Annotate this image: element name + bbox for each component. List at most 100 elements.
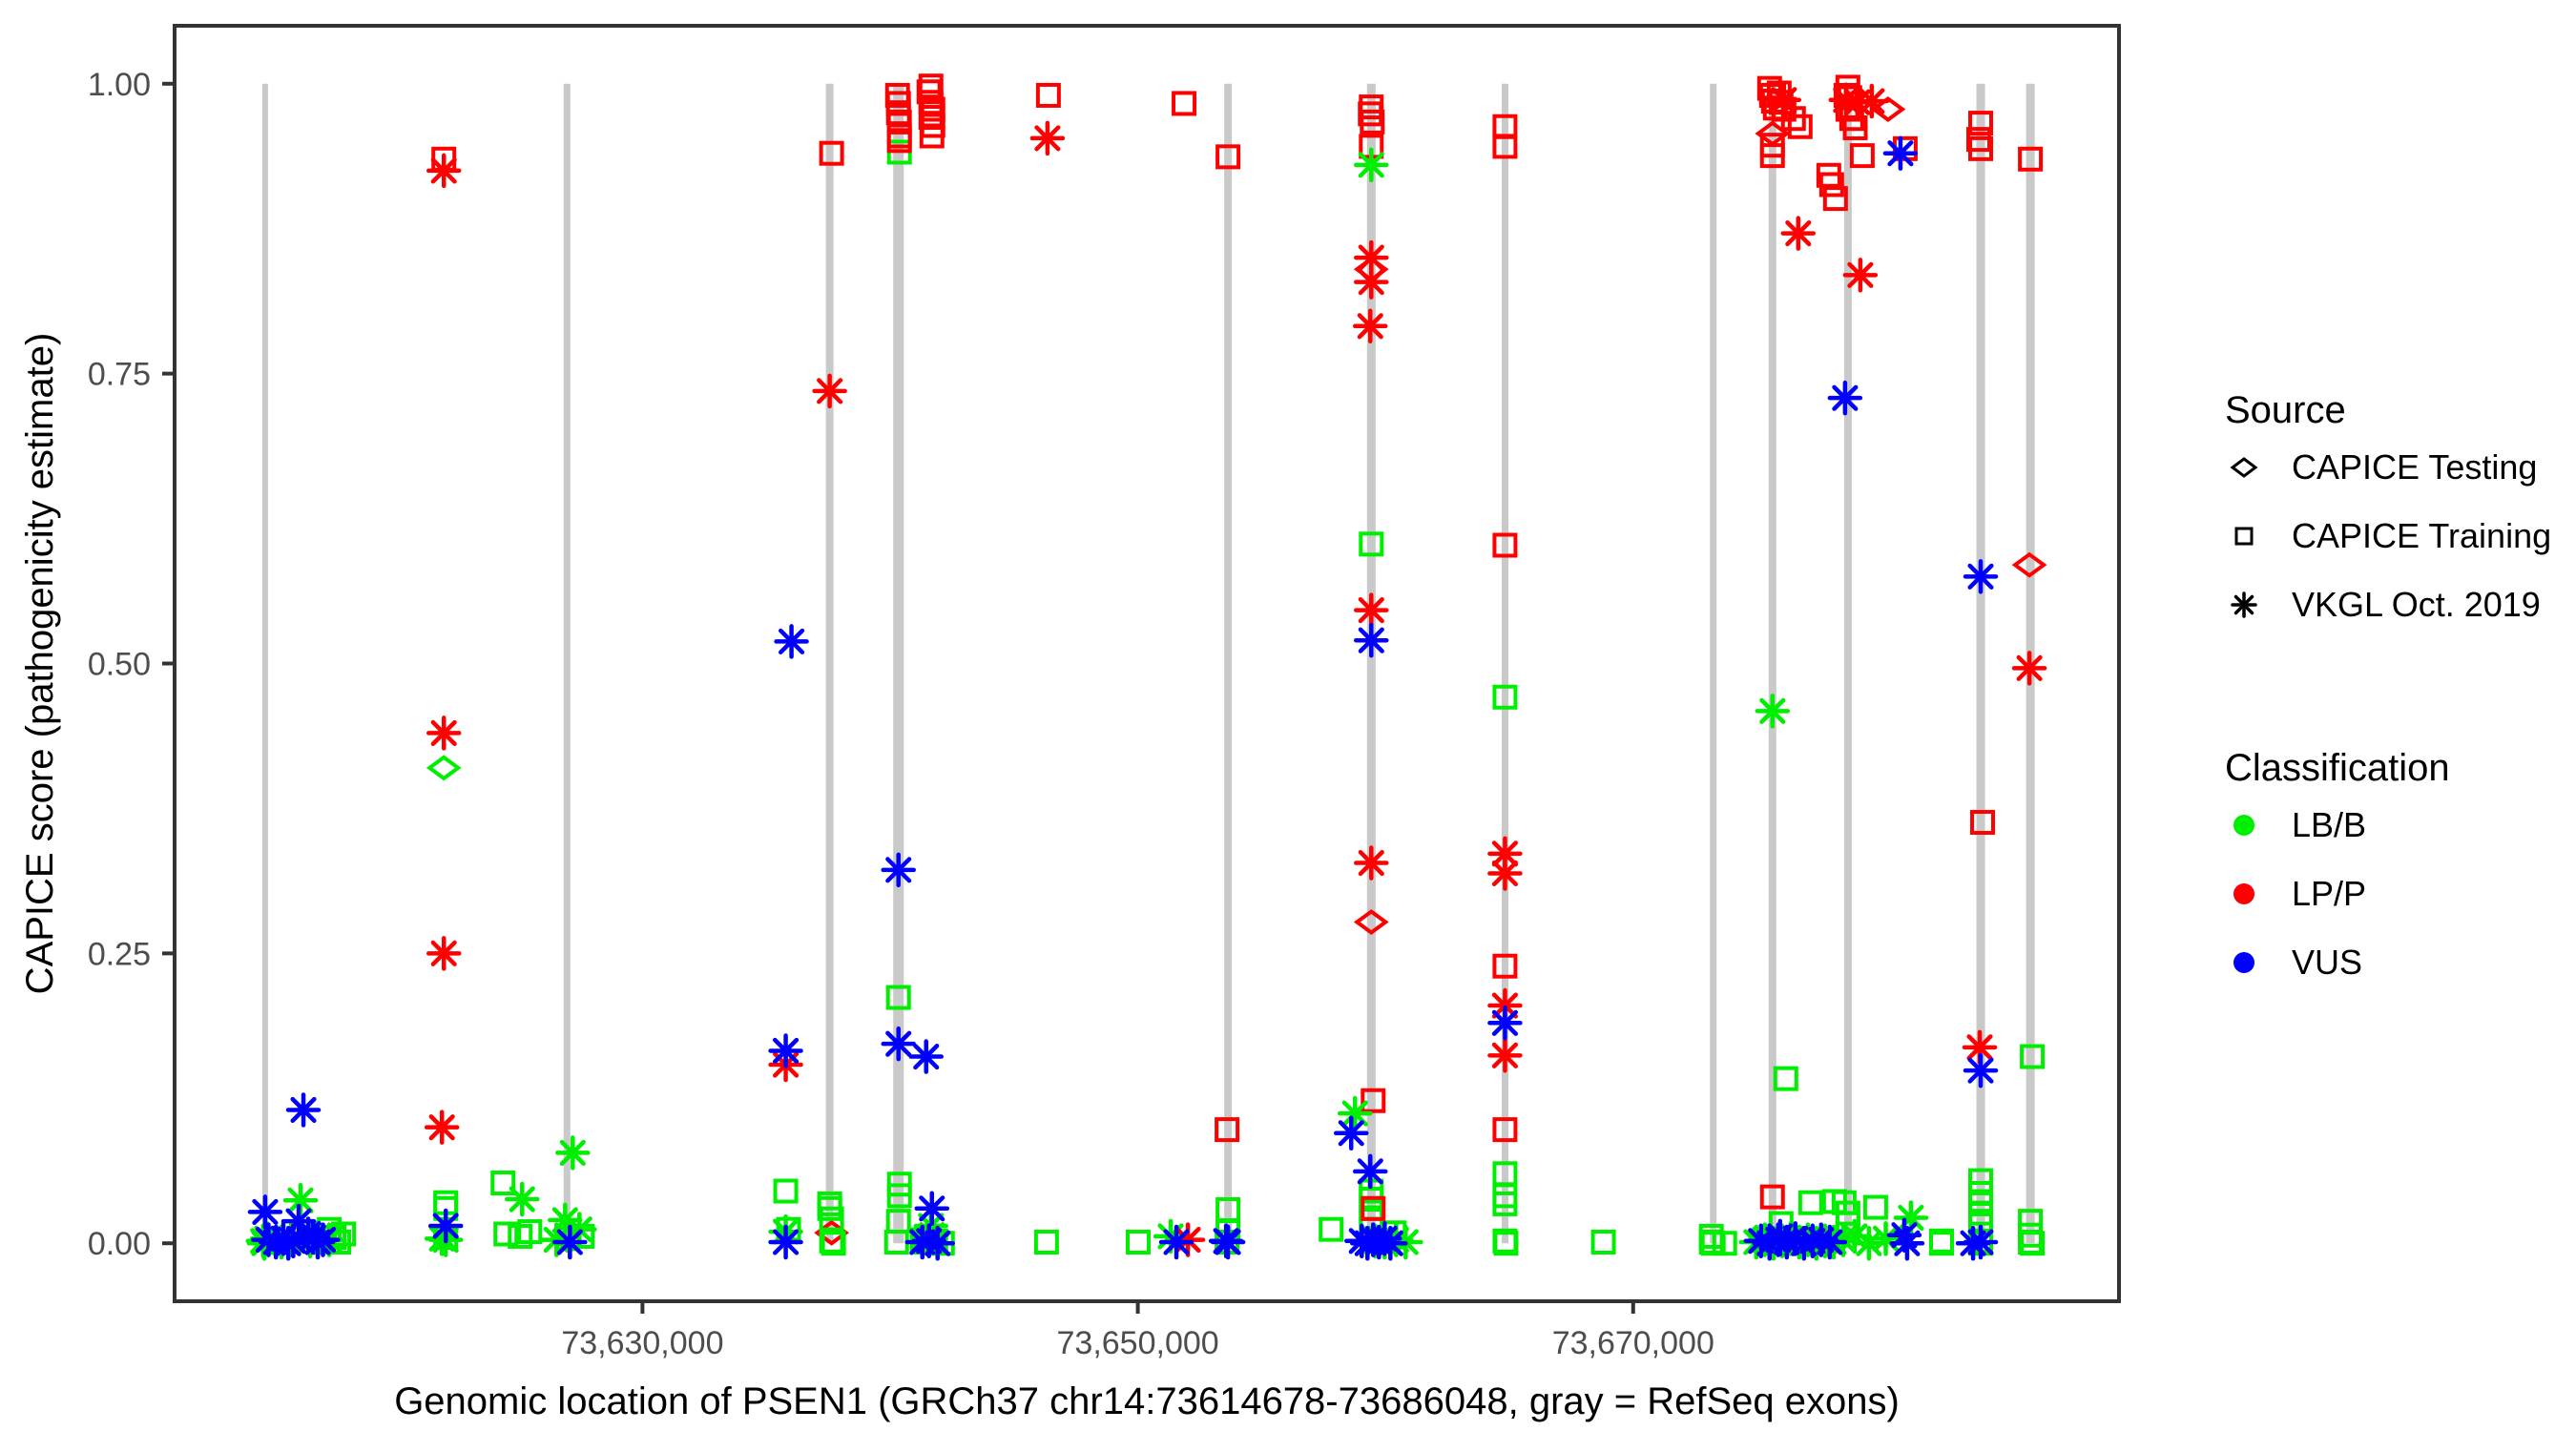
exon-bar xyxy=(893,83,904,1244)
data-point xyxy=(881,852,916,888)
data-point xyxy=(1928,1231,1954,1256)
exon-bar xyxy=(1501,83,1508,1244)
data-point xyxy=(1759,143,1785,169)
data-point xyxy=(1759,1184,1785,1210)
asterisk-spoke xyxy=(1894,1230,1921,1256)
data-point xyxy=(1755,694,1791,729)
data-point xyxy=(1712,1231,1737,1256)
data-point xyxy=(1827,380,1863,416)
data-point xyxy=(1842,258,1879,293)
exon-bar xyxy=(1224,83,1233,1244)
data-point xyxy=(1361,1088,1386,1113)
exon-bar xyxy=(1843,83,1852,1244)
asterisk-spoke xyxy=(1358,627,1384,653)
x-axis-title: Genomic location of PSEN1 (GRCh37 chr14:… xyxy=(394,1380,1900,1422)
data-point xyxy=(1487,1038,1523,1073)
data-point xyxy=(886,128,912,154)
data-point xyxy=(2011,551,2047,578)
asterisk-spoke xyxy=(916,1228,943,1255)
diamond-legend-icon xyxy=(2230,457,2258,478)
asterisk-spoke xyxy=(1817,1229,1843,1255)
legend: Source CAPICE Testing CAPICE Training VKGL … xyxy=(2225,389,2551,982)
exon-bar xyxy=(825,83,834,1244)
data-point xyxy=(2020,1231,2046,1256)
data-point xyxy=(1492,953,1518,979)
legend-item-capice-testing: CAPICE Testing xyxy=(2230,447,2537,487)
data-point xyxy=(1373,1225,1408,1261)
series-vkgl-lpp xyxy=(424,82,2047,1257)
data-point xyxy=(1963,1052,1999,1089)
legend-item-label: VUS xyxy=(2292,943,2362,982)
data-point xyxy=(1492,1191,1518,1216)
data-point xyxy=(1029,120,1066,156)
data-point xyxy=(1968,135,1994,161)
data-point xyxy=(426,936,462,971)
data-point xyxy=(1968,111,1994,136)
asterisk-spoke xyxy=(1213,1228,1239,1255)
data-point xyxy=(1822,186,1848,212)
asterisk-spoke xyxy=(1967,1057,1994,1084)
asterisk-spoke xyxy=(1357,1158,1383,1185)
data-point xyxy=(1970,810,1996,836)
asterisk-spoke xyxy=(885,1030,912,1057)
data-point xyxy=(1361,1195,1386,1221)
data-point xyxy=(768,1033,803,1068)
legend-item-capice-training: CAPICE Training xyxy=(2234,516,2551,555)
legend-item-label: LB/B xyxy=(2292,805,2366,844)
data-point xyxy=(1354,147,1389,183)
y-tick-label: 0.25 xyxy=(88,936,151,972)
data-point xyxy=(1818,172,1844,197)
asterisk-spoke xyxy=(1377,1230,1403,1256)
data-point xyxy=(1487,836,1523,872)
asterisk-spoke xyxy=(1960,1230,1986,1256)
data-point xyxy=(908,1039,944,1074)
asterisk-spoke xyxy=(1832,384,1859,411)
exon-bar xyxy=(563,83,571,1244)
data-point xyxy=(517,1219,543,1245)
asterisk-spoke xyxy=(252,1198,279,1225)
classification-dot-icon xyxy=(2233,952,2254,973)
data-point xyxy=(1766,82,1802,118)
exon-bar xyxy=(1366,83,1376,1244)
data-point xyxy=(305,1222,341,1257)
data-point xyxy=(1492,134,1518,159)
legend-item-vkgl-oct-2019: VKGL Oct. 2019 xyxy=(2231,585,2541,624)
data-point xyxy=(555,1135,591,1171)
data-point xyxy=(1487,856,1523,891)
data-point xyxy=(427,1208,464,1244)
asterisk-spoke xyxy=(779,628,805,654)
data-point xyxy=(774,624,809,659)
data-point xyxy=(247,1194,283,1230)
data-point xyxy=(1842,114,1868,140)
data-point xyxy=(1208,1223,1244,1259)
x-axis: 73,630,000 73,650,000 73,670,000 Genomic lo… xyxy=(394,1301,1900,1422)
legend-item-label: VKGL Oct. 2019 xyxy=(2292,585,2541,624)
data-point xyxy=(1125,1230,1151,1255)
data-point xyxy=(1353,909,1389,936)
asterisk-spoke xyxy=(773,1229,800,1255)
data-point xyxy=(552,1224,588,1260)
data-point xyxy=(768,1224,803,1260)
classification-dot-icon xyxy=(2233,815,2254,836)
data-point xyxy=(821,1231,846,1256)
data-point xyxy=(1780,216,1817,251)
asterisk-spoke xyxy=(1358,244,1384,271)
asterisk-legend-icon xyxy=(2231,591,2257,618)
data-point xyxy=(505,1181,540,1217)
asterisk-spoke xyxy=(1034,125,1061,152)
data-point xyxy=(1334,1115,1369,1151)
data-point xyxy=(1968,1168,1994,1193)
data-points xyxy=(245,73,2047,1261)
y-tick-label: 1.00 xyxy=(88,67,151,103)
data-point xyxy=(424,1110,460,1145)
asterisk-spoke xyxy=(1966,1034,1993,1061)
square-legend-icon xyxy=(2234,527,2254,546)
classification-dot-icon xyxy=(2233,883,2254,904)
data-point xyxy=(914,1191,950,1227)
y-axis-title: CAPICE score (pathogenicity estimate) xyxy=(19,333,61,995)
asterisk-spoke xyxy=(559,1139,586,1166)
data-point xyxy=(1353,1153,1388,1190)
data-point xyxy=(1353,308,1388,344)
